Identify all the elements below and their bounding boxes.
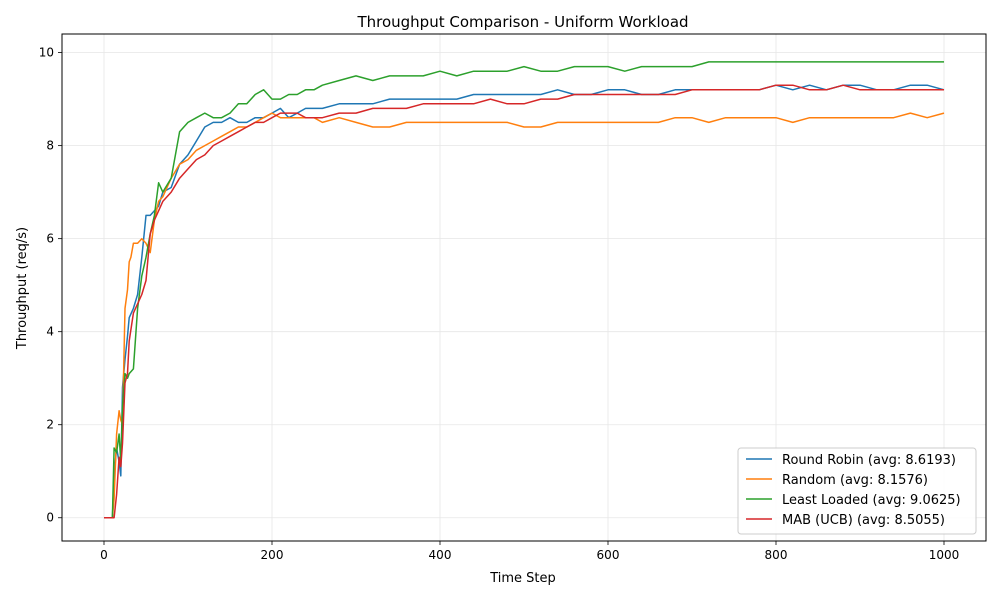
x-tick-label: 600 [597,548,620,562]
series-line-2 [104,61,944,519]
y-tick-label: 2 [46,418,54,432]
legend-box [737,447,977,535]
y-tick-label: 0 [46,511,54,525]
series-layer [104,61,945,519]
x-tick-label: 0 [100,548,108,562]
legend-label-3: MAB (UCB) (avg: 8.5055) [782,513,945,528]
chart-title: Throughput Comparison - Uniform Workload [356,13,688,31]
legend-label-0: Round Robin (avg: 8.6193) [782,453,956,468]
series-line-3 [104,84,944,519]
x-tick-label: 400 [429,548,452,562]
legend-label-2: Least Loaded (avg: 9.0625) [782,493,961,508]
y-tick-label: 10 [39,46,54,60]
y-tick-label: 6 [46,232,54,246]
y-tick-label: 4 [46,325,54,339]
series-line-1 [104,112,945,519]
legend-label-1: Random (avg: 8.1576) [782,473,928,488]
x-tick-label: 1000 [929,548,960,562]
y-tick-label: 8 [46,139,54,153]
y-axis-label: Throughput (req/s) [15,227,30,350]
plot-frame [61,33,987,542]
x-axis-label: Time Step [489,571,556,586]
legend: Round Robin (avg: 8.6193) Random (avg: 8.… [737,447,977,535]
x-tick-label: 200 [261,548,284,562]
x-tick-label: 800 [765,548,788,562]
tick-layer: 0 200 400 600 800 1000 0 2 4 6 8 10 [39,46,960,562]
